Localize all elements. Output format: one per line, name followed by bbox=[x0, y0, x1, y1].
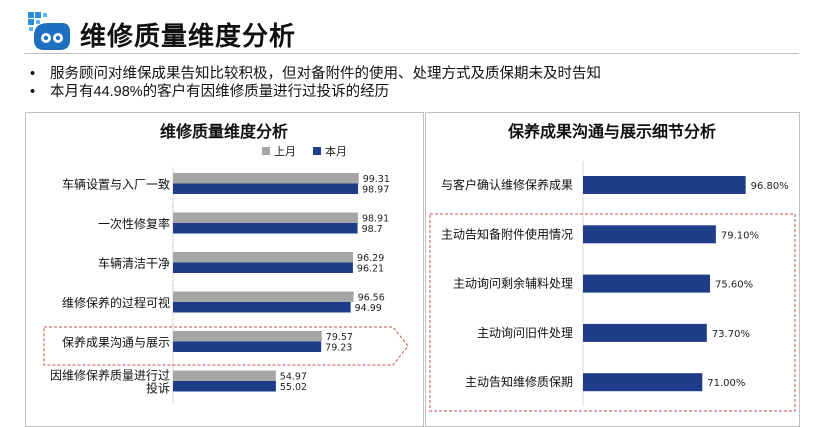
category-label: 维修保养的过程可视 bbox=[62, 295, 170, 310]
data-label: 98.97 bbox=[362, 185, 389, 196]
bullet-text: 服务顾问对维保成果告知比较积极，但对备附件的使用、处理方式及质保期未及时告知 bbox=[50, 66, 601, 82]
category-label: 主动询问剩余辅料处理 bbox=[453, 276, 573, 291]
category-label: 车辆设置与入厂一致 bbox=[62, 177, 170, 192]
category-label: 主动询问旧件处理 bbox=[477, 326, 573, 340]
bar bbox=[173, 291, 354, 302]
title-divider bbox=[24, 53, 799, 54]
data-label: 96.29 bbox=[357, 253, 384, 264]
bar bbox=[173, 262, 353, 273]
data-label: 71.00% bbox=[707, 378, 745, 389]
chart-title: 维修质量维度分析 bbox=[160, 122, 288, 141]
category-label: 一次性修复率 bbox=[98, 216, 170, 231]
data-label: 99.31 bbox=[363, 174, 390, 185]
bullet-item: • 服务顾问对维保成果告知比较积极，但对备附件的使用、处理方式及质保期未及时告知 bbox=[30, 65, 601, 83]
bar bbox=[173, 183, 359, 194]
logo-icon bbox=[28, 12, 70, 50]
bar bbox=[583, 323, 707, 342]
legend-label: 上月 bbox=[274, 145, 296, 158]
data-label: 55.02 bbox=[280, 382, 307, 393]
category-label: 保养成果沟通与展示 bbox=[62, 335, 170, 350]
page-title: 维修质量维度分析 bbox=[80, 22, 297, 52]
bar bbox=[583, 373, 703, 392]
data-label: 79.23 bbox=[325, 343, 352, 354]
data-label: 96.21 bbox=[357, 264, 384, 275]
bullet-item: • 本月有44.98%的客户有因维修质量进行过投诉的经历 bbox=[30, 83, 601, 101]
bar bbox=[173, 302, 351, 313]
bullet-dot: • bbox=[30, 66, 36, 82]
bar bbox=[173, 381, 276, 392]
data-label: 79.10% bbox=[721, 230, 759, 241]
communication-detail-bar-chart: 保养成果沟通与展示细节分析 96.80% 与客户确认维修保养成果 79.10% 主动告知… bbox=[429, 122, 796, 412]
category-label: 因维修保养质量进行过 bbox=[50, 368, 170, 383]
bar bbox=[173, 223, 358, 234]
data-label: 75.60% bbox=[715, 280, 753, 291]
bullet-dot: • bbox=[30, 84, 36, 100]
category-label: 主动告知维修质保期 bbox=[465, 374, 573, 389]
data-label: 98.7 bbox=[362, 224, 383, 235]
data-label: 98.91 bbox=[362, 214, 389, 225]
category-label: 主动告知备附件使用情况 bbox=[441, 226, 573, 241]
legend-swatch bbox=[313, 147, 321, 155]
data-label: 73.70% bbox=[712, 329, 750, 340]
data-label: 96.56 bbox=[358, 293, 385, 304]
data-label: 94.99 bbox=[355, 303, 382, 314]
bar bbox=[583, 225, 716, 244]
bullet-text: 本月有44.98%的客户有因维修质量进行过投诉的经历 bbox=[50, 84, 390, 100]
bar bbox=[173, 370, 276, 381]
summary-bullets: • 服务顾问对维保成果告知比较积极，但对备附件的使用、处理方式及质保期未及时告知 … bbox=[30, 65, 601, 101]
repair-quality-chart-panel: 维修质量维度分析上月 本月 99.31 98.97 车辆设置与入厂一致 98.91 98.7… bbox=[25, 112, 424, 427]
legend-swatch bbox=[262, 147, 270, 155]
bar bbox=[173, 252, 354, 263]
category-label: 与客户确认维修保养成果 bbox=[441, 177, 573, 192]
bar bbox=[583, 176, 746, 194]
data-label: 54.97 bbox=[280, 372, 307, 383]
bar bbox=[173, 212, 358, 223]
legend-label: 本月 bbox=[325, 144, 347, 158]
data-label: 79.57 bbox=[326, 332, 353, 343]
category-label: 投诉 bbox=[146, 381, 170, 396]
communication-detail-chart-panel: 保养成果沟通与展示细节分析 96.80% 与客户确认维修保养成果 79.10% 主动告知… bbox=[425, 112, 800, 427]
highlight-box bbox=[429, 213, 796, 412]
category-label: 车辆清洁干净 bbox=[98, 256, 170, 271]
data-label: 96.80% bbox=[751, 181, 789, 192]
bar bbox=[173, 173, 359, 184]
bar bbox=[173, 341, 322, 352]
bar bbox=[173, 331, 322, 342]
chart-title: 保养成果沟通与展示细节分析 bbox=[507, 122, 716, 141]
bar bbox=[583, 274, 711, 293]
